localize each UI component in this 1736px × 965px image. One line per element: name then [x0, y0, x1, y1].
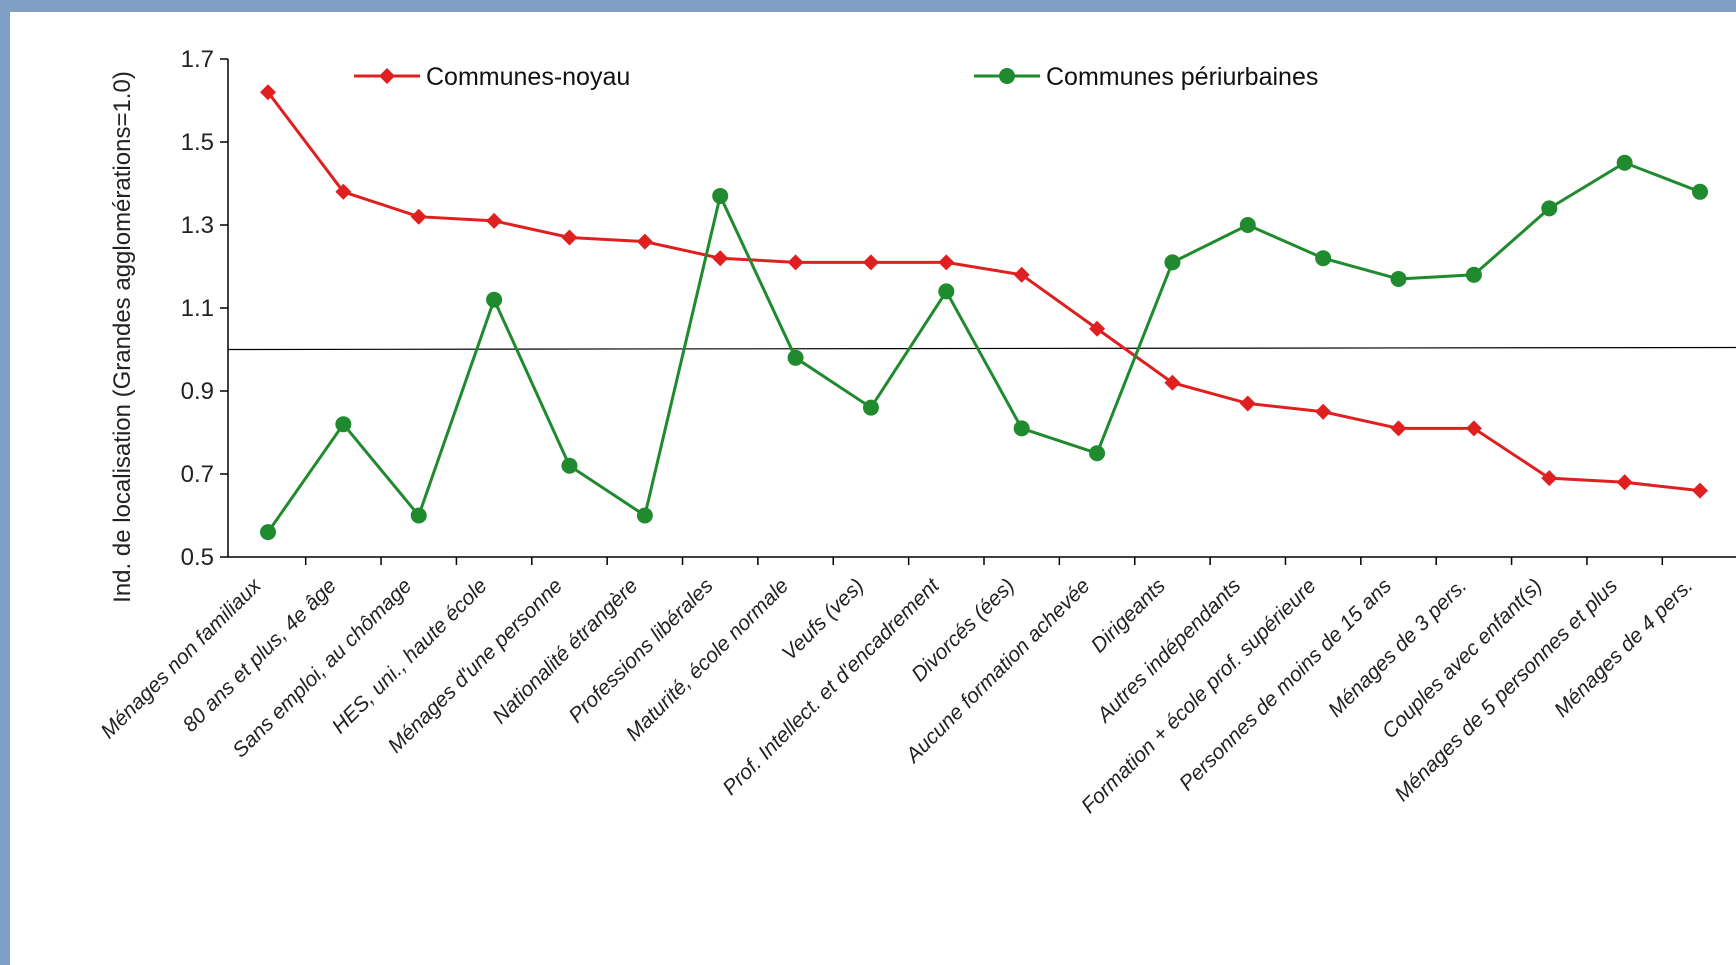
series-communes-noyau: [260, 84, 1708, 499]
data-point: [1239, 395, 1256, 412]
data-point: [938, 254, 955, 271]
series-line: [266, 91, 1701, 493]
data-point: [1616, 154, 1633, 171]
axes: [227, 59, 1736, 558]
data-point: [1013, 420, 1030, 437]
data-point: [636, 507, 653, 524]
legend: Communes-noyau Communes périurbaines: [354, 63, 1318, 91]
data-point: [260, 524, 276, 541]
data-point: [486, 291, 503, 308]
data-point: [1164, 374, 1181, 391]
y-tick-label: 1.7: [181, 46, 214, 73]
legend-item: Communes périurbaines: [974, 63, 1318, 91]
data-point: [1616, 474, 1633, 491]
y-axis-title: Ind. de localisation (Grandes agglomérat…: [109, 71, 136, 603]
y-tick-label: 1.5: [181, 129, 214, 156]
data-point: [712, 187, 729, 204]
y-tick-label: 0.7: [181, 461, 214, 488]
legend-marker: [379, 68, 395, 84]
data-point: [862, 399, 879, 416]
data-point: [1164, 254, 1181, 271]
data-point: [1089, 445, 1106, 462]
data-point: [335, 416, 352, 433]
y-tick-label: 0.9: [181, 378, 214, 405]
x-tick-label: Ménages de 3 pers.: [1324, 574, 1472, 722]
series-group: [260, 84, 1708, 541]
data-point: [636, 233, 653, 250]
data-point: [561, 229, 578, 246]
y-tick-label: 0.5: [181, 544, 214, 571]
legend-marker: [999, 68, 1015, 84]
series-line: [266, 161, 1701, 533]
data-point: [410, 208, 427, 225]
data-point: [561, 457, 578, 474]
x-tick-label: Ménages de 4 pers.: [1550, 574, 1698, 722]
data-point: [410, 507, 427, 524]
data-point: [260, 84, 276, 101]
data-point: [1465, 420, 1482, 437]
y-tick-label: 1.3: [181, 212, 214, 239]
data-point: [1315, 403, 1332, 420]
chart-frame: 0.5 0.7 0.9 1.1 1.3 1.5 1.7 Ménages non famili…: [10, 12, 1736, 965]
data-point: [1692, 183, 1708, 200]
legend-label: Communes périurbaines: [1046, 63, 1318, 91]
legend-item: Communes-noyau: [354, 63, 630, 91]
series-communes-periurbaines: [260, 154, 1708, 541]
data-point: [1692, 482, 1708, 499]
data-point: [335, 183, 352, 200]
data-point: [712, 250, 729, 267]
data-point: [787, 254, 804, 271]
x-tick-label: HES, uni., haute école: [328, 574, 492, 738]
data-point: [1541, 470, 1558, 487]
x-tick-label: Professions libérales: [564, 574, 718, 728]
data-point: [1315, 250, 1332, 267]
data-point: [862, 254, 879, 271]
data-point: [787, 349, 804, 366]
data-point: [1013, 266, 1030, 283]
legend-label: Communes-noyau: [426, 63, 630, 91]
y-ticks: 0.5 0.7 0.9 1.1 1.3 1.5 1.7: [181, 46, 228, 571]
y-tick-label: 1.1: [181, 295, 214, 322]
line-chart: 0.5 0.7 0.9 1.1 1.3 1.5 1.7 Ménages non famili…: [97, 46, 1736, 818]
data-point: [1541, 200, 1558, 217]
data-point: [1465, 266, 1482, 283]
data-point: [1239, 217, 1256, 233]
data-point: [938, 283, 955, 300]
x-tick-label: 80 ans et plus, 4e âge: [179, 574, 341, 736]
x-tick-label: Nationalité étrangère: [488, 574, 642, 728]
data-point: [1390, 270, 1407, 287]
data-point: [1089, 320, 1106, 337]
data-point: [1390, 420, 1407, 437]
reference-line: [227, 346, 1736, 351]
x-tick-label: Autres indépendants: [1091, 574, 1245, 728]
data-point: [486, 212, 503, 229]
